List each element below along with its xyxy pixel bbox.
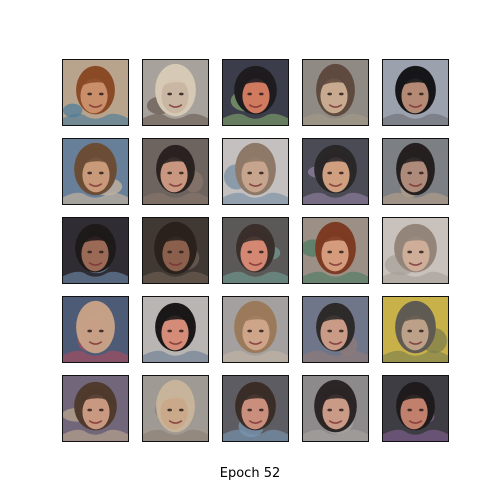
- face-thumbnail: [223, 60, 288, 125]
- generated-face-image: [142, 217, 209, 284]
- face-thumbnail: [223, 139, 288, 204]
- face-thumbnail: [383, 139, 448, 204]
- generated-face-image: [222, 59, 289, 126]
- image-grid: [62, 59, 452, 446]
- generated-face-image: [142, 59, 209, 126]
- generated-face-image: [222, 296, 289, 363]
- figure-caption: Epoch 52: [219, 466, 281, 481]
- generated-face-image: [382, 138, 449, 205]
- generated-face-image: [142, 375, 209, 442]
- face-thumbnail: [383, 297, 448, 362]
- face-thumbnail: [303, 376, 368, 441]
- generated-face-image: [62, 375, 129, 442]
- generated-face-image: [222, 138, 289, 205]
- face-thumbnail: [63, 218, 128, 283]
- generated-face-image: [62, 296, 129, 363]
- generated-face-image: [62, 138, 129, 205]
- generated-face-image: [382, 59, 449, 126]
- generated-face-image: [302, 138, 369, 205]
- face-thumbnail: [223, 218, 288, 283]
- generated-face-image: [302, 375, 369, 442]
- generated-face-image: [302, 59, 369, 126]
- face-thumbnail: [143, 376, 208, 441]
- face-thumbnail: [63, 297, 128, 362]
- face-thumbnail: [143, 60, 208, 125]
- generated-face-image: [382, 375, 449, 442]
- face-thumbnail: [303, 139, 368, 204]
- generated-face-image: [62, 217, 129, 284]
- face-thumbnail: [303, 297, 368, 362]
- generated-face-image: [222, 217, 289, 284]
- face-thumbnail: [63, 139, 128, 204]
- generated-face-image: [142, 296, 209, 363]
- generated-face-image: [302, 217, 369, 284]
- face-thumbnail: [63, 60, 128, 125]
- face-thumbnail: [383, 218, 448, 283]
- generated-face-image: [382, 217, 449, 284]
- face-thumbnail: [223, 376, 288, 441]
- generated-face-image: [382, 296, 449, 363]
- generated-face-image: [222, 375, 289, 442]
- face-thumbnail: [143, 139, 208, 204]
- face-thumbnail: [63, 376, 128, 441]
- face-thumbnail: [383, 60, 448, 125]
- face-thumbnail: [143, 218, 208, 283]
- face-thumbnail: [223, 297, 288, 362]
- generated-face-image: [62, 59, 129, 126]
- face-thumbnail: [303, 218, 368, 283]
- face-thumbnail: [143, 297, 208, 362]
- face-thumbnail: [383, 376, 448, 441]
- generated-face-image: [142, 138, 209, 205]
- face-thumbnail: [303, 60, 368, 125]
- generated-face-image: [302, 296, 369, 363]
